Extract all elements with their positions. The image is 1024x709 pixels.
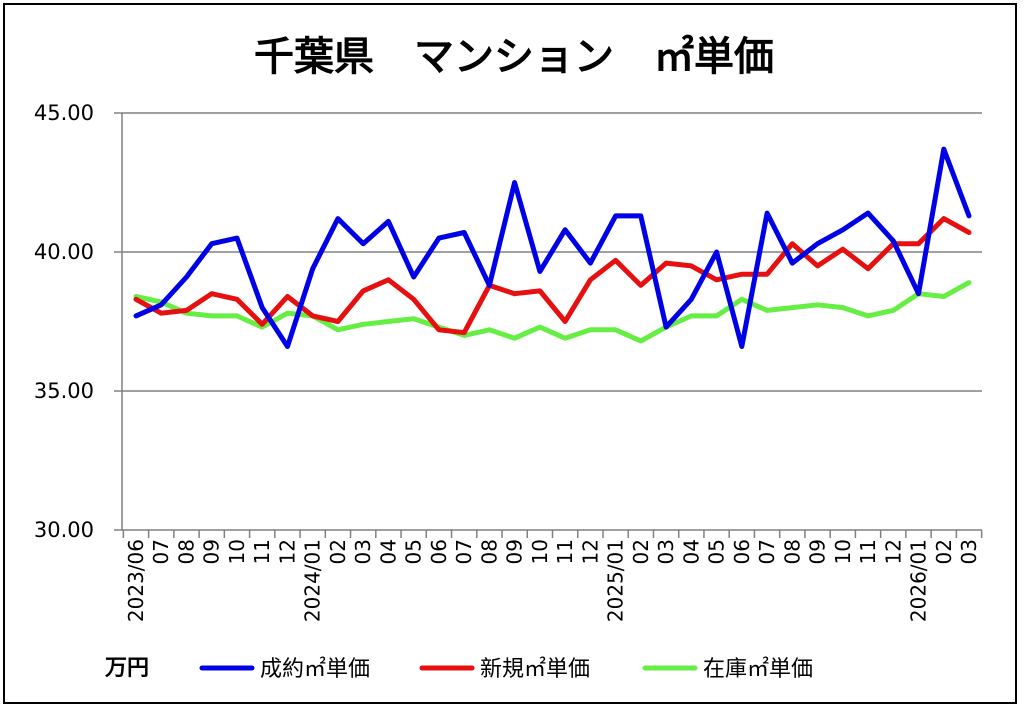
x-tick-label: 11 — [856, 539, 880, 564]
legend-label: 新規㎡単価 — [480, 656, 590, 682]
legend-label: 在庫㎡単価 — [703, 656, 813, 682]
x-tick-label: 08 — [780, 539, 804, 564]
x-tick-label: 10 — [831, 539, 855, 564]
legend: 成約㎡単価 新規㎡単価 在庫㎡単価 — [199, 656, 813, 682]
x-tick-label: 11 — [250, 539, 274, 564]
x-tick-label: 03 — [351, 539, 375, 564]
x-tick-label: 06 — [730, 539, 754, 564]
series-line — [133, 216, 972, 336]
chart-frame: 千葉県 マンション ㎡単価 30.00 35.00 40.00 45.00 2023/… — [3, 3, 1017, 704]
unit-label: 万円 — [104, 656, 149, 681]
x-tick-label: 07 — [755, 539, 779, 564]
x-tick-label: 12 — [275, 539, 299, 564]
x-tick-label: 12 — [881, 539, 905, 564]
x-tick-label: 02 — [629, 539, 653, 564]
x-tick-label: 10 — [225, 539, 249, 564]
y-axis: 30.00 35.00 40.00 45.00 — [34, 101, 123, 542]
x-tick-label: 08 — [477, 539, 501, 564]
x-tick-label: 03 — [654, 539, 678, 564]
x-tick-label: 11 — [553, 539, 577, 564]
x-tick-label: 2025/01 — [604, 539, 628, 622]
y-tick-label: 35.00 — [34, 379, 94, 403]
x-tick-label: 06 — [427, 539, 451, 564]
legend-item: 在庫㎡単価 — [642, 656, 813, 682]
x-tick-label: 12 — [578, 539, 602, 564]
x-tick-label: 05 — [402, 539, 426, 564]
x-tick-label: 2024/01 — [301, 539, 325, 622]
x-tick-label: 04 — [679, 539, 703, 564]
series-lines — [133, 146, 972, 349]
x-tick-label: 03 — [957, 539, 981, 564]
x-tick-label: 10 — [528, 539, 552, 564]
x-tick-label: 09 — [200, 539, 224, 564]
x-tick-label: 09 — [503, 539, 527, 564]
series-line — [133, 146, 972, 349]
x-tick-label: 02 — [326, 539, 350, 564]
chart-title: 千葉県 マンション ㎡単価 — [254, 34, 774, 80]
series-line — [133, 280, 972, 344]
legend-label: 成約㎡単価 — [260, 656, 370, 682]
y-tick-label: 40.00 — [34, 240, 94, 264]
x-tick-label: 07 — [452, 539, 476, 564]
line-chart: 千葉県 マンション ㎡単価 30.00 35.00 40.00 45.00 2023/… — [34, 34, 983, 682]
x-tick-label: 02 — [932, 539, 956, 564]
x-tick-label: 09 — [806, 539, 830, 564]
x-tick-label: 04 — [376, 539, 400, 564]
y-tick-label: 45.00 — [34, 101, 94, 125]
x-tick-label: 05 — [705, 539, 729, 564]
x-tick-label: 08 — [174, 539, 198, 564]
x-tick-label: 2023/06 — [124, 539, 148, 622]
legend-item: 成約㎡単価 — [199, 656, 370, 682]
x-tick-label: 2026/01 — [907, 539, 931, 622]
x-axis: 2023/06 07 08 09 10 11 12 2024/01 02 03 04 05 06 07 08… — [122, 529, 983, 622]
y-tick-label: 30.00 — [34, 518, 94, 542]
legend-item: 新規㎡単価 — [419, 656, 590, 682]
x-tick-label: 07 — [149, 539, 173, 564]
